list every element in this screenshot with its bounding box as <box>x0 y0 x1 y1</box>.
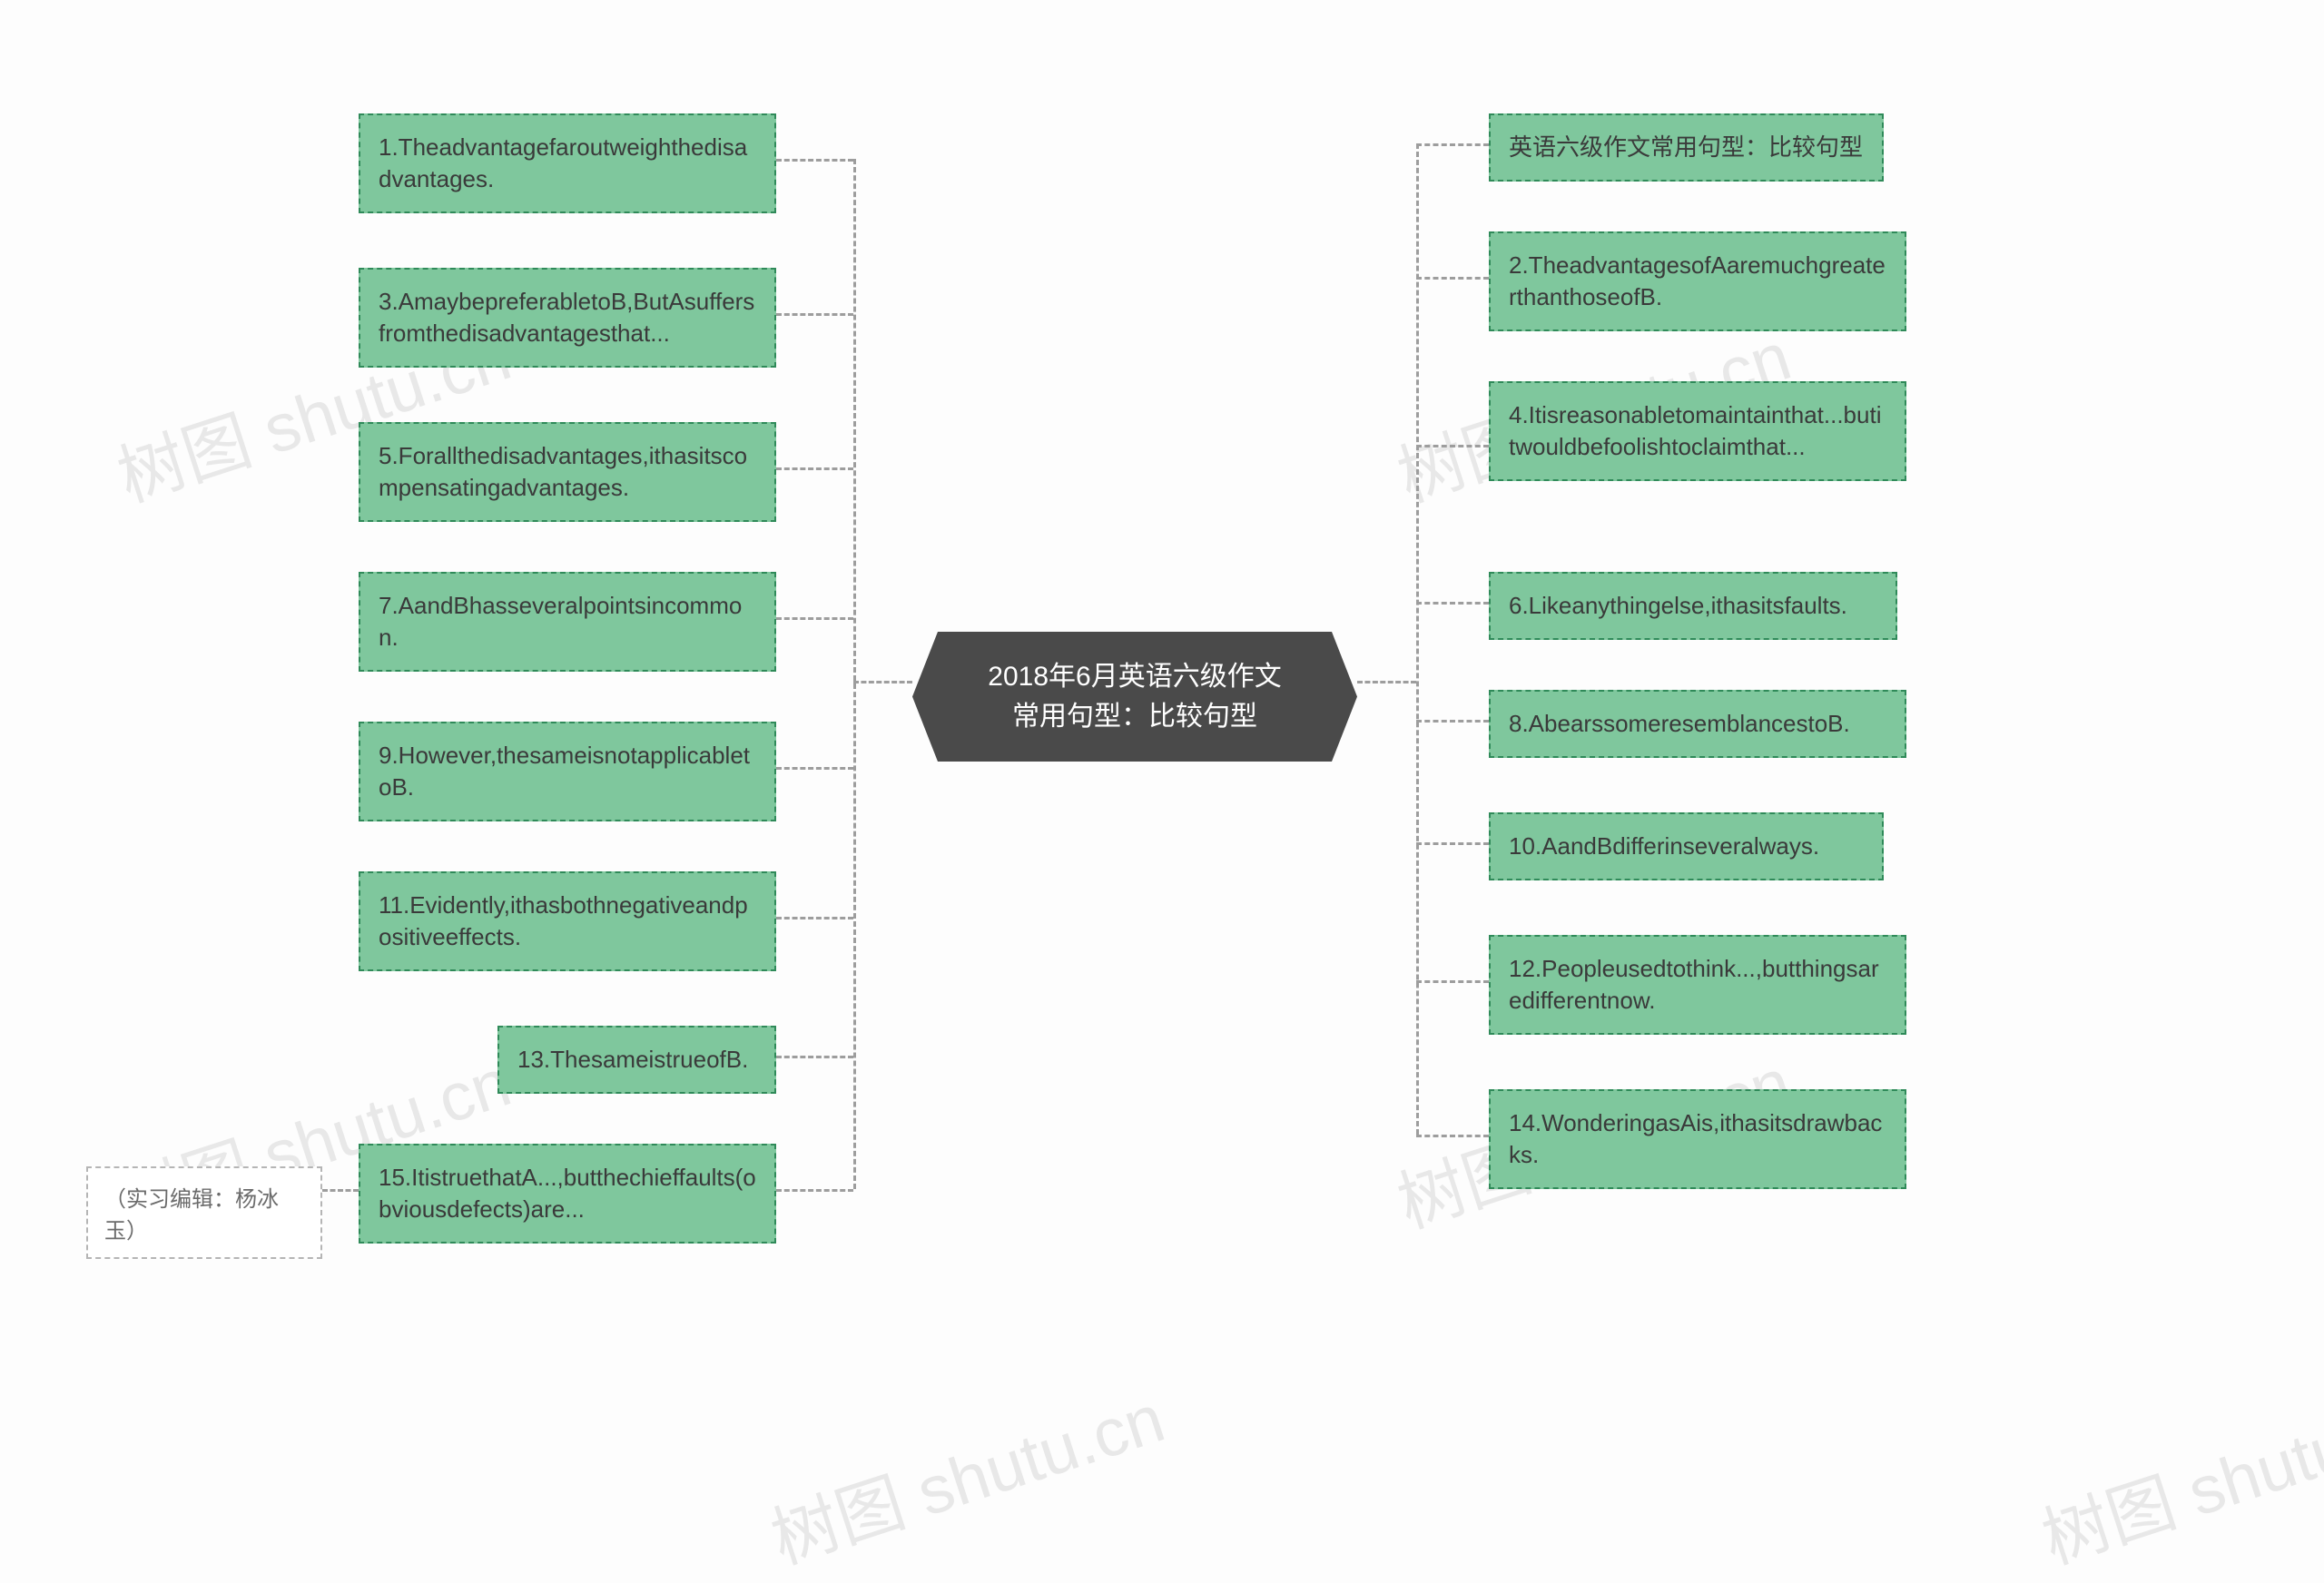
center-title-line2: 常用句型：比较句型 <box>1012 702 1257 732</box>
watermark: 树图 shutu.cn <box>757 1364 1174 1582</box>
connector <box>1357 681 1416 683</box>
leaf-l11: 11.Evidently,ithasbothnegativeandpositiv… <box>359 871 776 971</box>
connector <box>1416 842 1489 845</box>
leaf-r12: 12.Peopleusedtothink...,butthingsarediff… <box>1489 935 1906 1035</box>
leaf-r6: 6.Likeanythingelse,ithasitsfaults. <box>1489 572 1897 640</box>
connector <box>776 313 853 316</box>
connector <box>1416 445 1489 447</box>
leaf-r10: 10.AandBdifferinseveralways. <box>1489 812 1884 880</box>
connector <box>1416 602 1489 605</box>
connector <box>853 681 912 683</box>
mindmap-canvas: 树图 shutu.cn 树图 shutu.cn 树图 shutu.cn 树图 s… <box>0 0 2324 1548</box>
leaf-r14: 14.WonderingasAis,ithasitsdrawbacks. <box>1489 1089 1906 1189</box>
connector <box>853 159 856 1189</box>
leaf-l7: 7.AandBhasseveralpointsincommon. <box>359 572 776 672</box>
leaf-r4: 4.Itisreasonabletomaintainthat...butitwo… <box>1489 381 1906 481</box>
connector <box>1416 1135 1489 1137</box>
connector <box>1416 720 1489 723</box>
center-title-line1: 2018年6月英语六级作文 <box>988 662 1281 692</box>
connector <box>776 1056 853 1058</box>
center-node: 2018年6月英语六级作文 常用句型：比较句型 <box>912 632 1357 762</box>
leaf-r8: 8.AbearssomeresemblancestoB. <box>1489 690 1906 758</box>
connector <box>1416 143 1419 1135</box>
watermark: 树图 shutu.cn <box>2028 1364 2324 1582</box>
leaf-l13: 13.ThesameistrueofB. <box>497 1026 776 1094</box>
connector <box>776 467 853 470</box>
leaf-l5: 5.Forallthedisadvantages,ithasitscompens… <box>359 422 776 522</box>
sub-editor-note: （实习编辑：杨冰玉） <box>86 1166 322 1259</box>
connector <box>322 1189 359 1192</box>
leaf-l3: 3.AmaybepreferabletoB,ButAsuffersfromthe… <box>359 268 776 368</box>
connector <box>1416 143 1489 146</box>
connector <box>1416 980 1489 983</box>
leaf-r2: 2.TheadvantagesofAaremuchgreaterthanthos… <box>1489 231 1906 331</box>
connector <box>1416 277 1489 280</box>
leaf-l1: 1.Theadvantagefaroutweighthedisadvantage… <box>359 113 776 213</box>
connector <box>776 767 853 770</box>
connector <box>776 159 853 162</box>
leaf-l15: 15.ItistruethatA...,butthechieffaults(ob… <box>359 1144 776 1244</box>
connector <box>776 617 853 620</box>
connector <box>776 917 853 919</box>
leaf-l9: 9.However,thesameisnotapplicabletoB. <box>359 722 776 821</box>
connector <box>776 1189 853 1192</box>
leaf-r0: 英语六级作文常用句型：比较句型 <box>1489 113 1884 182</box>
